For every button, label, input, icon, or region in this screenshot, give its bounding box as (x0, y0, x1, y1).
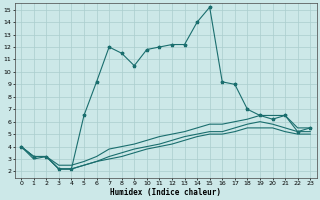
X-axis label: Humidex (Indice chaleur): Humidex (Indice chaleur) (110, 188, 221, 197)
